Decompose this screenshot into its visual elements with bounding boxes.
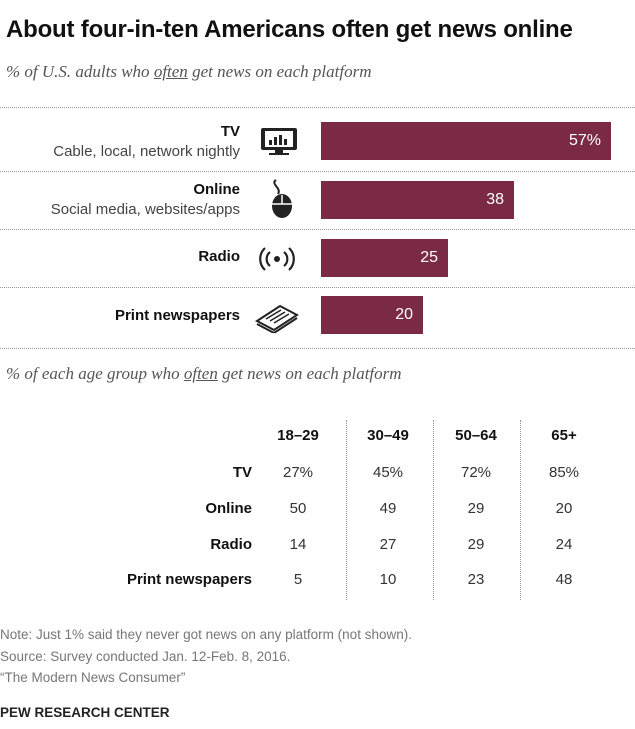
bar-value-label: 57%: [568, 132, 601, 149]
table-cell: 24: [555, 536, 573, 553]
column-header: 65+: [551, 427, 577, 444]
subtitle-text-b: get news on each platform: [187, 62, 372, 81]
row-divider: [0, 287, 635, 288]
column-header: 30–49: [367, 427, 409, 444]
bar-radio: 25: [321, 239, 448, 277]
divider: [0, 107, 635, 108]
table-cell: 10: [379, 571, 397, 588]
chart-subtitle: % of U.S. adults who often get news on e…: [6, 62, 371, 82]
table-cell: 48: [555, 571, 573, 588]
category-label: TV: [220, 123, 240, 140]
table-cell: 72%: [460, 464, 492, 481]
chart-title: About four-in-ten Americans often get ne…: [6, 16, 573, 43]
column-divider: [346, 420, 347, 600]
table-cell: 27%: [282, 464, 314, 481]
row-label: Radio: [210, 536, 252, 553]
column-header: 50–64: [455, 427, 497, 444]
subtitle-emphasis: often: [153, 62, 188, 81]
bar-online: 38: [321, 181, 514, 219]
subtitle-text-b: get news on each platform: [217, 364, 402, 383]
table-cell: 29: [467, 536, 485, 553]
category-label: Online: [193, 181, 240, 198]
table-subtitle: % of each age group who often get news o…: [6, 364, 402, 384]
bar-value-label: 38: [486, 191, 504, 208]
category-tv: TV Cable, local, network nightly: [53, 123, 240, 160]
table-cell: 27: [379, 536, 397, 553]
table-cell: 20: [555, 500, 573, 517]
category-sublabel: Social media, websites/apps: [50, 201, 240, 218]
table-cell: 23: [467, 571, 485, 588]
category-sublabel: Cable, local, network nightly: [53, 143, 240, 160]
category-online: Online Social media, websites/apps: [51, 181, 240, 218]
table-cell: 14: [289, 536, 307, 553]
category-radio: Radio: [198, 248, 240, 265]
table-cell: 45%: [372, 464, 404, 481]
bar-print-newspapers: 20: [321, 296, 423, 334]
column-header: 18–29: [277, 427, 319, 444]
brand-label: PEW RESEARCH CENTER: [0, 705, 170, 720]
category-print: Print newspapers: [115, 307, 240, 324]
column-divider: [433, 420, 434, 600]
source-text: Source: Survey conducted Jan. 12-Feb. 8,…: [0, 649, 291, 664]
subtitle-text-a: % of U.S. adults who: [6, 62, 154, 81]
table-cell: 49: [379, 500, 397, 517]
subtitle-emphasis: often: [183, 364, 218, 383]
divider: [0, 348, 635, 349]
row-label: TV: [232, 464, 252, 481]
table-cell: 29: [467, 500, 485, 517]
table-cell: 5: [293, 571, 303, 588]
mouse-icon: [272, 179, 292, 218]
bar-value-label: 25: [420, 249, 438, 266]
bar-tv: 57%: [321, 122, 611, 160]
report-title: “The Modern News Consumer”: [0, 670, 186, 685]
table-cell: 85%: [548, 464, 580, 481]
category-label: Radio: [198, 248, 240, 265]
subtitle-text-a: % of each age group who: [6, 364, 184, 383]
row-label: Print newspapers: [126, 571, 252, 588]
row-label: Online: [205, 500, 252, 517]
note-text: Note: Just 1% said they never got news o…: [0, 627, 412, 642]
tv-icon: [261, 128, 297, 155]
table-cell: 50: [289, 500, 307, 517]
radio-icon: [259, 247, 295, 271]
column-divider: [520, 420, 521, 600]
row-divider: [0, 229, 635, 230]
row-divider: [0, 171, 635, 172]
bar-value-label: 20: [395, 306, 413, 323]
newspaper-icon: [255, 304, 299, 333]
category-label: Print newspapers: [114, 307, 240, 324]
